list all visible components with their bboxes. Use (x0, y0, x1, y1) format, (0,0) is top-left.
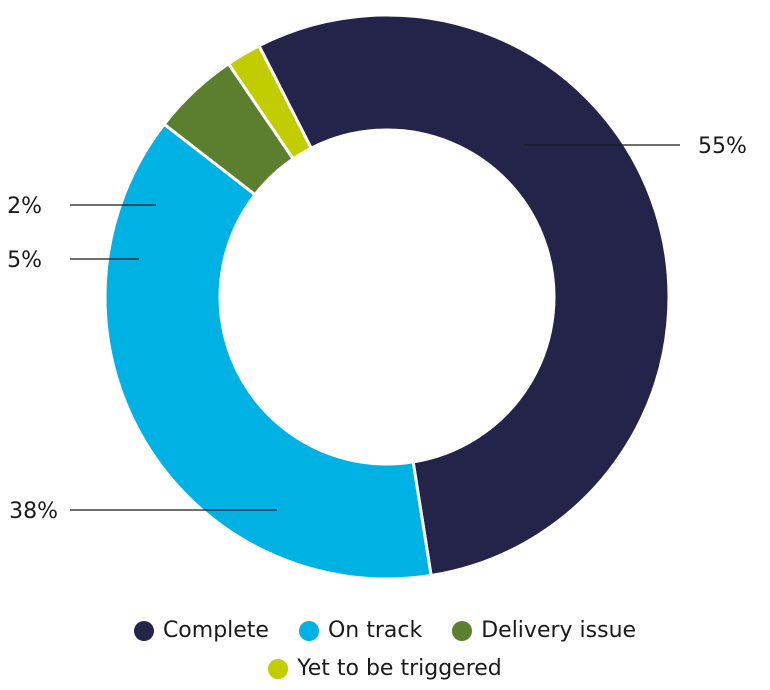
legend-swatch-complete (133, 620, 154, 641)
legend-item-yet-to-be-triggered: Yet to be triggered (268, 656, 502, 681)
legend-swatch-delivery-issue (452, 620, 473, 641)
slice-complete (256, 13, 671, 578)
data-label-delivery-issue: 5% (7, 248, 42, 273)
legend-item-on-track: On track (298, 618, 423, 643)
slice-on-track (103, 122, 433, 581)
legend-item-delivery-issue: Delivery issue (452, 618, 636, 643)
data-label-on-track: 38% (9, 499, 58, 524)
legend-label-complete: Complete (162, 618, 269, 643)
donut-chart: 55% 38% 5% 2% (7, 13, 747, 581)
legend-row-1: Complete On track Delivery issue (0, 618, 770, 643)
legend-label-yet-to-be-triggered: Yet to be triggered (297, 656, 502, 681)
legend-label-on-track: On track (327, 618, 423, 643)
data-label-complete: 55% (698, 134, 747, 159)
legend-row-2: Yet to be triggered (0, 656, 770, 681)
legend-swatch-yet-to-be-triggered (268, 658, 289, 679)
legend-item-complete: Complete (133, 618, 269, 643)
data-label-yet-to-be-triggered: 2% (7, 194, 42, 219)
legend-label-delivery-issue: Delivery issue (481, 618, 637, 643)
slice-yet-to-be-triggered (226, 43, 314, 161)
legend-swatch-on-track (298, 620, 319, 641)
